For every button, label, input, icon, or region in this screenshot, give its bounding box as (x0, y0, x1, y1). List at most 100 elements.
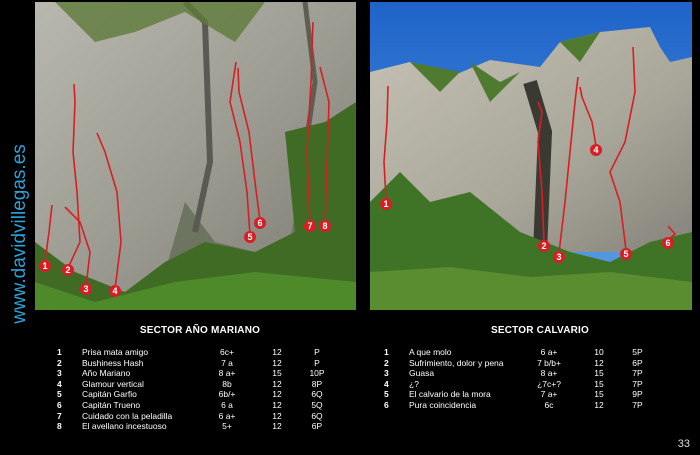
route-gear: 6Q (311, 410, 323, 421)
route-length: 12 (272, 347, 282, 357)
route-number: 2 (57, 357, 62, 368)
svg-text:1: 1 (42, 261, 47, 271)
route-length: 12 (272, 357, 282, 368)
route-marker-4[interactable]: 4 (590, 144, 602, 156)
route-number: 6 (57, 399, 62, 410)
route-gear: 6P (632, 357, 643, 368)
table-row: 5 El calvario de la mora 7 a+ 15 9P (384, 389, 656, 400)
svg-text:7: 7 (307, 221, 312, 231)
route-number: 2 (384, 357, 389, 368)
route-marker-5[interactable]: 5 (244, 231, 256, 243)
route-name: Pura coincidencia (409, 399, 477, 410)
route-number: 4 (384, 378, 389, 389)
svg-text:4: 4 (593, 145, 598, 155)
route-grade: 8 a+ (540, 368, 558, 379)
svg-text:8: 8 (322, 221, 327, 231)
route-gear: 5P (632, 347, 643, 357)
route-number: 3 (384, 368, 389, 379)
table-row: 6 Capitán Trueno 6 a 12 5Q (57, 400, 337, 411)
route-lines (44, 21, 330, 290)
table-row: 6 Pura coincidencia 6c 12 7P (384, 400, 656, 411)
route-grade: 6c+ (220, 347, 234, 357)
route-lines (383, 46, 677, 254)
route-length: 12 (272, 378, 282, 389)
route-gear: 7P (632, 399, 643, 410)
route-number: 6 (384, 399, 389, 410)
svg-text:2: 2 (541, 241, 546, 251)
route-length: 12 (272, 399, 282, 410)
svg-text:5: 5 (247, 232, 252, 242)
route-length: 12 (272, 421, 282, 432)
route-grade: 6 a (221, 399, 233, 410)
route-marker-7[interactable]: 7 (304, 220, 316, 232)
route-number: 3 (57, 368, 62, 379)
page-number: 33 (677, 438, 690, 450)
route-name: Guasa (409, 368, 435, 379)
route-length: 15 (594, 368, 604, 379)
table-row: 1 A que molo 6 a+ 10 5P (384, 347, 656, 358)
svg-text:4: 4 (112, 286, 117, 296)
table-row: 1 Prisa mata amigo 6c+ 12 P (57, 347, 337, 358)
sector-ano-mariano-title: SECTOR AÑO MARIANO (139, 325, 261, 336)
table-row: 8 El avellano incestuoso 5+ 12 6P (57, 421, 337, 432)
route-grade: 7 a+ (540, 389, 558, 400)
route-marker-8[interactable]: 8 (319, 220, 331, 232)
route-number: 8 (57, 421, 62, 432)
route-number: 4 (57, 378, 62, 389)
route-length: 12 (594, 357, 604, 368)
route-markers: 1 2 3 4 5 6 (380, 144, 674, 263)
route-number: 7 (57, 410, 62, 421)
routes-table-calvario: 1 A que molo 6 a+ 10 5P 2 Sufrimiento, dolor y… (384, 347, 656, 411)
route-marker-6[interactable]: 6 (662, 237, 674, 249)
route-gear: 9P (632, 389, 643, 400)
route-gear: 7P (632, 368, 643, 379)
svg-text:5: 5 (623, 249, 628, 259)
route-grade: 8b (222, 378, 232, 389)
route-number: 5 (57, 389, 62, 400)
route-marker-4[interactable]: 4 (109, 285, 121, 297)
route-length: 12 (594, 399, 604, 410)
route-name: Sufrimiento, dolor y pena (409, 357, 504, 368)
route-marker-1[interactable]: 1 (380, 198, 392, 210)
route-marker-2[interactable]: 2 (538, 240, 550, 252)
table-row: 2 Sufrimiento, dolor y pena 7 b/b+ 12 6P (384, 358, 656, 369)
route-name: El avellano incestuoso (82, 421, 167, 432)
table-row: 3 Año Mariano 8 a+ 15 10P (57, 368, 337, 379)
route-number: 1 (384, 347, 389, 357)
route-marker-5[interactable]: 5 (620, 248, 632, 260)
route-gear: 7P (632, 378, 643, 389)
route-name: Cuidado con la peladilla (82, 410, 173, 421)
route-marker-2[interactable]: 2 (62, 264, 74, 276)
svg-text:1: 1 (383, 199, 388, 209)
route-name: Capitán Garfio (82, 389, 137, 400)
route-marker-3[interactable]: 3 (553, 251, 565, 263)
svg-text:6: 6 (665, 238, 670, 248)
route-grade: 7 b/b+ (537, 357, 561, 368)
route-gear: P (314, 357, 320, 368)
route-length: 15 (272, 368, 282, 379)
route-name: Glamour vertical (82, 378, 144, 389)
table-row: 3 Guasa 8 a+ 15 7P (384, 368, 656, 379)
route-grade: 6 a+ (540, 347, 558, 357)
route-length: 12 (272, 410, 282, 421)
route-number: 1 (57, 347, 62, 357)
route-gear: 5Q (311, 399, 323, 410)
route-marker-1[interactable]: 1 (39, 260, 51, 272)
route-marker-6[interactable]: 6 (254, 217, 266, 229)
photo-sector-calvario: 1 2 3 4 5 6 (370, 2, 692, 310)
sector-calvario-title: SECTOR CALVARIO (490, 325, 589, 336)
route-gear: 6P (311, 421, 323, 432)
table-row: 5 Capitán Garfio 6b/+ 12 6Q (57, 389, 337, 400)
svg-text:3: 3 (556, 252, 561, 262)
table-row: 4 ¿? ¿7c+? 15 7P (384, 379, 656, 390)
website-url[interactable]: www.davidvillegas.es (9, 144, 30, 324)
route-length: 15 (594, 378, 604, 389)
route-marker-3[interactable]: 3 (80, 283, 92, 295)
table-row: 7 Cuidado con la peladilla 6 a+ 12 6Q (57, 411, 337, 422)
table-row: 2 Bushiness Hash 7 a 12 P (57, 358, 337, 369)
route-name: A que molo (409, 347, 452, 357)
svg-text:6: 6 (257, 218, 262, 228)
route-length: 15 (594, 389, 604, 400)
route-grade: 6c (544, 399, 554, 410)
route-grade: 6 a+ (218, 410, 236, 421)
